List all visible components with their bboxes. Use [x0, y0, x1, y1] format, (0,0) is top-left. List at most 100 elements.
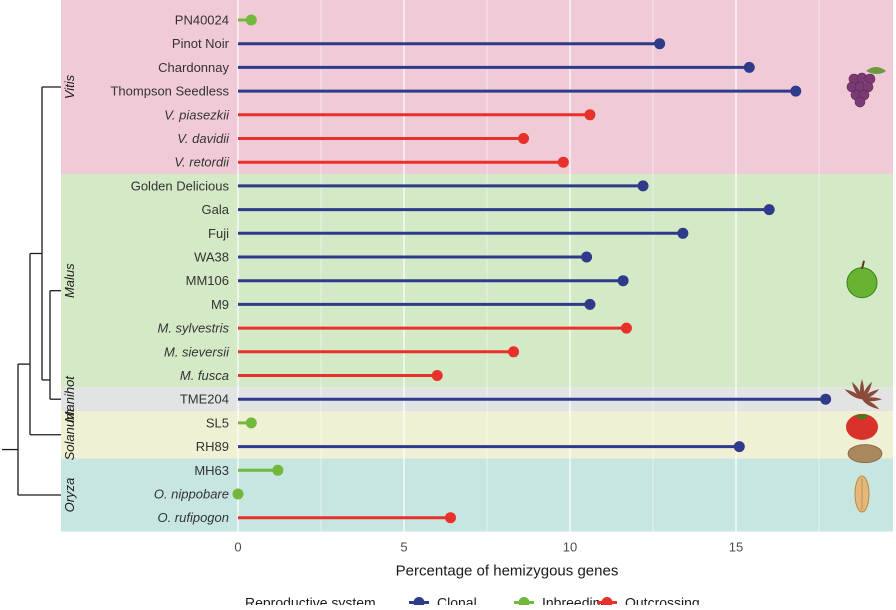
- row-label: Gala: [202, 202, 230, 217]
- lollipop-point: [431, 370, 443, 381]
- row-0: PN40024: [175, 13, 257, 28]
- lollipop-point: [637, 180, 649, 192]
- group-band-oryza: [61, 458, 893, 532]
- lollipop-point: [654, 38, 666, 50]
- lollipop-point: [620, 322, 632, 334]
- row-label: SL5: [206, 415, 229, 430]
- legend-key-dot: [413, 597, 425, 609]
- cassava-leaflet: [862, 381, 872, 400]
- lollipop-point: [743, 61, 755, 73]
- x-axis-title: Percentage of hemizygous genes: [396, 563, 619, 580]
- cassava-leaf-icon: [844, 379, 882, 410]
- row-label: V. retordii: [174, 155, 230, 170]
- lollipop-point: [820, 393, 832, 405]
- row-label: PN40024: [175, 13, 229, 28]
- row-label: O. nippobare: [154, 487, 229, 502]
- row-label: TME204: [180, 392, 229, 407]
- dendrogram: [2, 86, 61, 496]
- lollipop-point: [272, 464, 284, 476]
- group-label-vitis: Vitis: [62, 74, 77, 99]
- row-label: WA38: [194, 250, 229, 265]
- lollipop-point: [584, 298, 596, 310]
- apple-icon: [846, 260, 878, 299]
- row-label: M. sylvestris: [158, 321, 230, 336]
- legend-key-dot: [518, 597, 530, 609]
- row-20: O. nippobare: [154, 487, 244, 502]
- row-3: Thompson Seedless: [110, 84, 802, 99]
- row-17: SL5: [206, 415, 257, 430]
- row-label: Fuji: [208, 226, 229, 241]
- legend-label: Outcrossing: [625, 595, 700, 605]
- cassava-leaflet: [862, 397, 882, 402]
- apple-body: [846, 267, 878, 299]
- cassava-leaflet: [844, 389, 862, 400]
- lollipop-point: [245, 417, 257, 429]
- legend-item-outcrossing: Outcrossing: [597, 595, 700, 610]
- lollipop-point: [677, 227, 689, 239]
- row-label: M. fusca: [180, 368, 229, 383]
- row-14: M. sieversii: [164, 344, 520, 359]
- row-label: RH89: [196, 439, 229, 454]
- row-15: M. fusca: [180, 368, 443, 383]
- lollipop-point: [557, 156, 569, 168]
- rice-grain-icon: [854, 475, 870, 513]
- row-1: Pinot Noir: [172, 36, 666, 51]
- lollipop-point: [763, 204, 775, 216]
- row-label: MM106: [186, 273, 229, 288]
- row-label: Chardonnay: [158, 60, 229, 75]
- group-label-malus: Malus: [62, 263, 77, 298]
- lollipop-point: [733, 441, 745, 453]
- row-16: TME204: [180, 392, 832, 407]
- tomato-body: [846, 413, 878, 440]
- row-label: Pinot Noir: [172, 36, 230, 51]
- row-6: V. retordii: [174, 155, 569, 170]
- x-tick-label: 0: [234, 540, 241, 555]
- row-11: MM106: [186, 273, 629, 288]
- row-label: V. davidii: [177, 131, 230, 146]
- x-tick-label: 5: [400, 540, 407, 555]
- lollipop-point: [584, 109, 596, 121]
- lollipop-point: [245, 14, 257, 26]
- row-label: M. sieversii: [164, 344, 230, 359]
- row-13: M. sylvestris: [158, 321, 632, 336]
- tomato-calyx: [855, 413, 869, 420]
- lollipop-point: [444, 512, 456, 524]
- row-4: V. piasezkii: [164, 107, 596, 122]
- row-7: Golden Delicious: [131, 178, 649, 193]
- group-label-oryza: Oryza: [62, 478, 77, 513]
- row-12: M9: [211, 297, 596, 312]
- grape-leaf: [866, 67, 886, 75]
- row-label: O. rufipogon: [157, 510, 229, 525]
- group-band-vitis: [61, 0, 893, 175]
- lollipop-point: [508, 346, 520, 358]
- cassava-leaflet: [862, 389, 880, 400]
- row-5: V. davidii: [177, 131, 530, 146]
- legend-label: Clonal: [437, 595, 477, 605]
- row-9: Fuji: [208, 226, 689, 241]
- cassava-leaflet: [852, 381, 862, 400]
- group-label-manihot: Manihot: [62, 375, 77, 423]
- lollipop-point: [790, 85, 802, 97]
- legend-item-inbreeding: Inbreeding: [514, 595, 608, 610]
- potato-icon: [847, 444, 883, 464]
- legend-title: Reproductive system: [245, 595, 376, 605]
- row-label: Golden Delicious: [131, 178, 230, 193]
- legend-item-clonal: Clonal: [409, 595, 477, 610]
- grape-icon: [846, 67, 886, 108]
- row-label: Thompson Seedless: [110, 84, 229, 99]
- x-tick-label: 10: [563, 540, 577, 555]
- grape-berry: [854, 96, 866, 108]
- row-8: Gala: [202, 202, 775, 217]
- cassava-leaflet: [862, 399, 880, 410]
- group-label-solanum: Solanum: [62, 409, 77, 460]
- cassava-leaflet: [860, 379, 864, 400]
- row-label: M9: [211, 297, 229, 312]
- lollipop-point: [232, 488, 244, 500]
- tomato-icon: [846, 413, 878, 440]
- row-2: Chardonnay: [158, 60, 755, 75]
- row-label: MH63: [194, 463, 229, 478]
- lollipop-point: [617, 275, 629, 287]
- apple-stem: [861, 260, 865, 269]
